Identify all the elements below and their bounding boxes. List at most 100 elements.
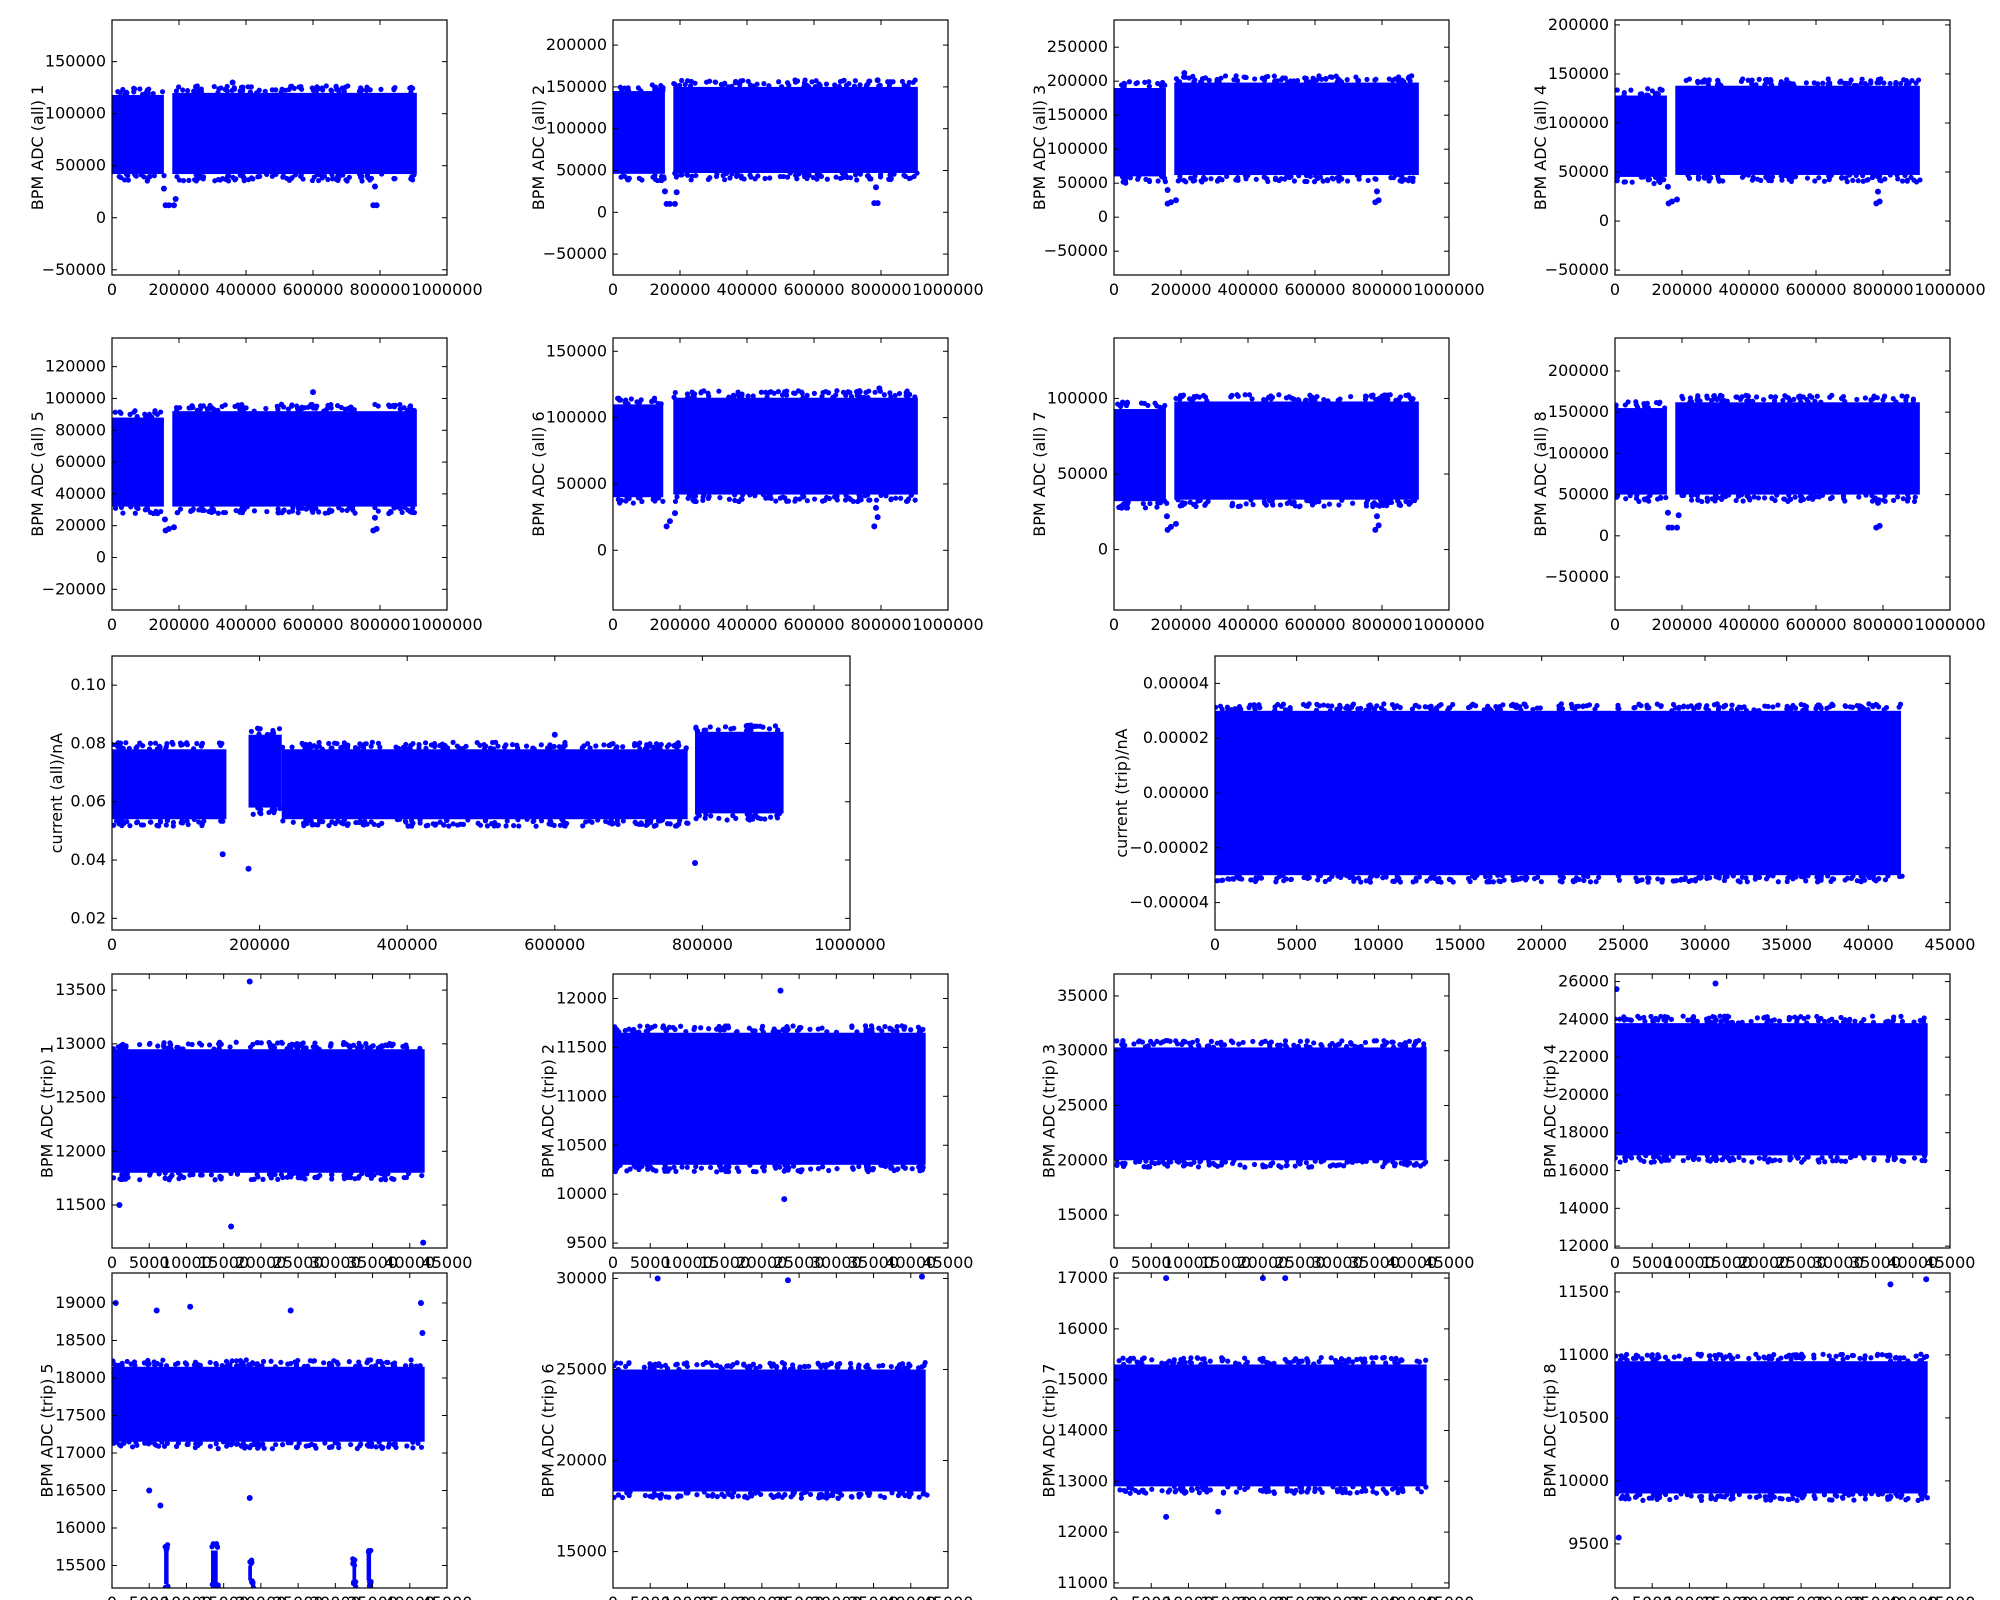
data-point: [807, 1026, 813, 1032]
data-point: [624, 1168, 630, 1174]
data-point: [1840, 1019, 1847, 1025]
data-point: [280, 1174, 286, 1181]
data-point: [329, 88, 335, 94]
data-point: [1215, 704, 1219, 710]
data-point: [798, 1495, 804, 1501]
data-point: [1675, 512, 1682, 519]
data-point: [112, 505, 119, 511]
data-point: [375, 1170, 381, 1176]
data-point: [786, 1165, 792, 1171]
x-tick-label: 35000: [1349, 1253, 1400, 1272]
x-tick-label: 200000: [1651, 615, 1712, 634]
data-point: [874, 200, 881, 207]
data-point: [1862, 81, 1868, 87]
data-point: [815, 1026, 821, 1032]
data-point: [1370, 503, 1376, 510]
data-point: [818, 1491, 825, 1498]
data-point: [905, 498, 911, 504]
y-tick-label: 120000: [45, 357, 106, 376]
data-point: [1756, 707, 1762, 714]
data-point: [1198, 79, 1204, 85]
data-point: [1782, 496, 1788, 502]
data-point: [620, 818, 626, 824]
data-point: [854, 392, 860, 398]
y-axis-label: BPM ADC (trip) 4: [1541, 1044, 1560, 1178]
data-point: [151, 173, 157, 179]
data-point: [1593, 879, 1599, 885]
data-point: [1283, 1163, 1289, 1169]
data-point: [1663, 1153, 1669, 1159]
data-point: [1325, 398, 1331, 404]
data-point: [773, 1364, 780, 1370]
data-point: [1222, 73, 1229, 79]
data-point: [615, 821, 621, 827]
data-point: [1784, 878, 1790, 885]
data-point: [1226, 876, 1232, 882]
data-point: [839, 170, 845, 176]
data-point: [255, 726, 262, 732]
data-point: [891, 171, 897, 177]
data-point: [848, 1494, 855, 1500]
data-point: [896, 390, 903, 397]
data-point: [342, 1040, 348, 1046]
data-point: [1450, 879, 1456, 885]
data-point: [341, 88, 347, 95]
data-point: [657, 86, 663, 93]
data-point: [909, 1166, 915, 1172]
data-point: [363, 1041, 369, 1047]
data-point: [1628, 1155, 1635, 1161]
data-point: [1306, 1164, 1312, 1170]
y-axis-label: current (all)/nA: [47, 733, 66, 854]
data-point: [286, 1044, 292, 1050]
data-point: [112, 409, 118, 415]
y-tick-label: 13000: [55, 1034, 106, 1053]
data-point: [1838, 395, 1845, 402]
data-point: [714, 1494, 720, 1500]
x-tick-label: 5000: [129, 1253, 170, 1272]
data-point: [614, 1360, 620, 1366]
data-point: [679, 77, 685, 84]
data-point: [1194, 1485, 1200, 1492]
data-point: [1790, 876, 1796, 882]
y-tick-label: 150000: [546, 341, 607, 360]
data-point: [1876, 198, 1883, 205]
data-point: [1895, 494, 1901, 500]
data-point: [658, 173, 665, 180]
data-point: [1715, 78, 1721, 84]
data-point: [726, 1164, 732, 1170]
data-point: [391, 505, 398, 511]
data-point: [779, 1494, 785, 1500]
x-tick-label: 25000: [774, 1253, 825, 1272]
subplot-10: 0 5000 10000 15000 20000 25000 30000 35000 40000…: [1112, 655, 1975, 954]
data-point: [1581, 873, 1587, 879]
data-point: [921, 1362, 927, 1369]
data-point: [176, 1176, 182, 1182]
data-point: [1874, 80, 1880, 86]
data-point: [671, 1164, 677, 1170]
data-point: [1424, 878, 1430, 884]
data-point: [1307, 498, 1314, 504]
data-point: [1298, 1157, 1304, 1164]
data-band: [248, 734, 282, 808]
data-point: [1880, 497, 1887, 503]
data-point: [491, 746, 497, 752]
data-point: [260, 1358, 267, 1365]
data-point: [1147, 500, 1153, 507]
data-point: [1741, 1157, 1747, 1163]
data-point: [641, 1364, 647, 1370]
data-point: [1423, 1159, 1429, 1165]
data-point: [1777, 1157, 1783, 1163]
data-point: [1811, 1352, 1817, 1358]
data-point: [194, 740, 200, 747]
plot-area: [613, 77, 920, 207]
data-point: [638, 820, 644, 826]
data-point: [637, 1023, 643, 1029]
data-point: [823, 81, 830, 87]
y-tick-label: 40000: [55, 484, 106, 503]
data-point: [703, 79, 710, 85]
x-tick-label: 800000: [850, 615, 911, 634]
x-tick-label: 15000: [699, 1593, 750, 1600]
data-point: [1124, 400, 1130, 406]
data-point: [391, 176, 397, 182]
data-point: [328, 405, 334, 411]
